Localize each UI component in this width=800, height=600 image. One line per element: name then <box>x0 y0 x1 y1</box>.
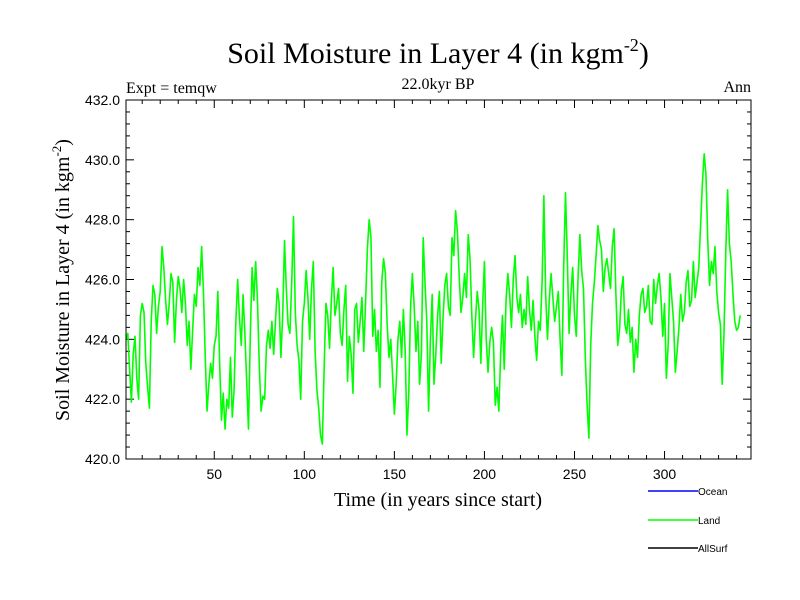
x-tick-label: 200 <box>473 466 497 482</box>
plot-series <box>125 153 741 445</box>
y-tick-label: 426.0 <box>85 272 120 288</box>
x-tick-label: 100 <box>293 466 317 482</box>
y-tick-label: 422.0 <box>85 391 120 407</box>
legend-label-land: Land <box>698 516 720 527</box>
axis-ticks <box>126 99 751 460</box>
y-tick-label: 424.0 <box>85 331 120 347</box>
axis-tick-labels: 50 100 150 200 250 300 420.0 422.0 424.0 426.0 428… <box>85 92 676 482</box>
chart-title: Soil Moisture in Layer 4 (in kgm-2) <box>227 35 649 70</box>
y-tick-label: 420.0 <box>85 451 120 467</box>
chart-subtitle: 22.0kyr BP <box>402 76 475 93</box>
x-tick-label: 50 <box>206 466 222 482</box>
legend: Ocean Land AllSurf <box>648 487 728 555</box>
x-tick-label: 300 <box>653 466 677 482</box>
y-tick-label: 432.0 <box>85 92 120 108</box>
legend-label-ocean: Ocean <box>698 487 727 498</box>
y-tick-label: 428.0 <box>85 212 120 228</box>
x-tick-label: 150 <box>383 466 407 482</box>
season-label: Ann <box>723 79 751 96</box>
y-tick-label: 430.0 <box>85 152 120 168</box>
y-axis-label: Soil Moisture in Layer 4 (in kgm-2) <box>49 139 74 421</box>
plot-frame <box>125 99 752 460</box>
legend-label-allsurf: AllSurf <box>698 544 728 555</box>
x-tick-label: 250 <box>563 466 587 482</box>
x-axis-label: Time (in years since start) <box>334 489 542 511</box>
series-line-land <box>125 153 741 445</box>
experiment-label: Expt = temqw <box>126 80 217 97</box>
